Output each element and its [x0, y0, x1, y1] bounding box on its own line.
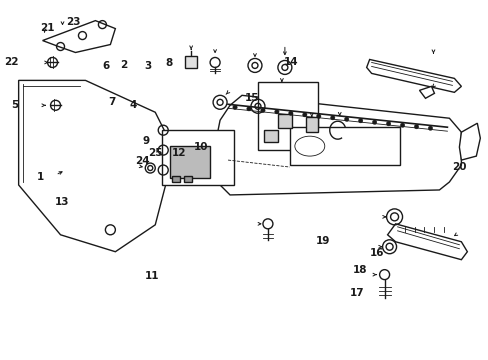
- Polygon shape: [19, 80, 168, 252]
- Text: 15: 15: [244, 93, 259, 103]
- Circle shape: [260, 108, 264, 112]
- Bar: [172, 176, 180, 182]
- Bar: [185, 57, 197, 68]
- Circle shape: [400, 123, 404, 127]
- Bar: [258, 82, 317, 150]
- Text: 11: 11: [144, 271, 159, 281]
- Circle shape: [413, 125, 418, 129]
- Circle shape: [302, 113, 306, 117]
- Bar: [289, 127, 399, 165]
- Circle shape: [386, 122, 390, 126]
- Bar: [162, 130, 234, 185]
- Text: 20: 20: [451, 162, 466, 172]
- Text: 23: 23: [66, 17, 81, 27]
- Circle shape: [288, 111, 292, 116]
- Bar: [170, 146, 210, 178]
- Polygon shape: [387, 224, 467, 260]
- Bar: [184, 176, 192, 182]
- Text: 6: 6: [102, 61, 109, 71]
- Text: 4: 4: [129, 100, 137, 110]
- Circle shape: [372, 120, 376, 125]
- Bar: [277, 114, 291, 128]
- Text: 5: 5: [11, 100, 18, 110]
- Text: 9: 9: [142, 136, 149, 145]
- Text: 17: 17: [348, 288, 363, 298]
- Text: 12: 12: [172, 148, 186, 158]
- Text: 14: 14: [284, 57, 298, 67]
- Circle shape: [232, 105, 237, 109]
- Circle shape: [344, 117, 348, 121]
- Text: 7: 7: [108, 97, 115, 107]
- Polygon shape: [218, 95, 461, 195]
- Text: 16: 16: [369, 248, 384, 258]
- Polygon shape: [458, 123, 479, 160]
- Polygon shape: [366, 59, 461, 92]
- Text: 25: 25: [148, 148, 163, 158]
- Text: 8: 8: [165, 58, 173, 68]
- Circle shape: [316, 114, 320, 118]
- Circle shape: [427, 126, 432, 130]
- Text: 21: 21: [40, 23, 54, 33]
- Circle shape: [246, 107, 251, 111]
- Bar: [305, 117, 317, 132]
- Bar: [264, 130, 277, 142]
- Text: 13: 13: [54, 197, 69, 207]
- Polygon shape: [419, 86, 433, 98]
- Text: 1: 1: [37, 172, 44, 182]
- Polygon shape: [42, 21, 115, 53]
- Text: 22: 22: [4, 57, 19, 67]
- Text: 18: 18: [352, 265, 366, 275]
- Text: 3: 3: [144, 61, 151, 71]
- Text: 2: 2: [120, 60, 127, 70]
- Circle shape: [330, 116, 334, 120]
- Text: 10: 10: [193, 142, 207, 152]
- Circle shape: [274, 109, 279, 114]
- Text: 19: 19: [315, 236, 329, 246]
- Text: 24: 24: [135, 156, 149, 166]
- Circle shape: [358, 118, 362, 123]
